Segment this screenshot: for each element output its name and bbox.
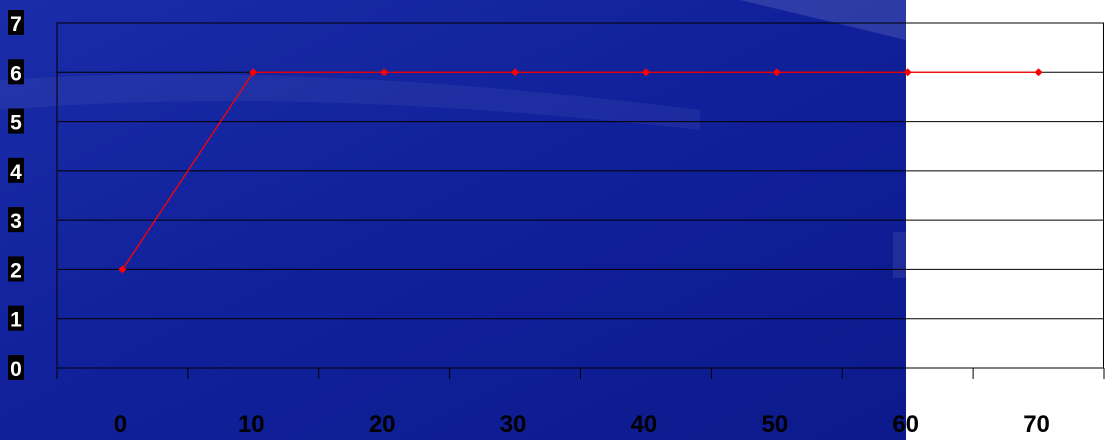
data-series: [118, 68, 1043, 274]
data-point-60: [903, 68, 912, 77]
data-point-30: [511, 68, 520, 77]
y-tick-label-6: 6: [8, 59, 24, 85]
axes: [56, 23, 1105, 379]
svg-text:5: 5: [10, 112, 22, 135]
svg-text:2: 2: [10, 259, 22, 282]
svg-text:1: 1: [10, 309, 22, 332]
x-tick-label-10: 10: [238, 411, 265, 438]
svg-text:0: 0: [10, 358, 22, 381]
y-tick-label-2: 2: [8, 256, 24, 282]
background-sheen: [0, 0, 906, 278]
data-point-70: [1034, 68, 1043, 77]
svg-text:7: 7: [10, 13, 22, 36]
y-tick-label-4: 4: [8, 157, 24, 184]
x-tick-label-40: 40: [631, 411, 658, 438]
data-point-10: [249, 68, 258, 77]
y-tick-label-5: 5: [8, 108, 24, 135]
gridlines: [57, 22, 1104, 369]
y-tick-label-0: 0: [8, 355, 24, 381]
x-tick-label-70: 70: [1023, 411, 1050, 438]
svg-text:4: 4: [10, 161, 22, 184]
series-line-0: [121, 71, 1039, 270]
y-axis-tick-labels: 0 1 2 3 4 5 6 7: [8, 10, 24, 381]
data-point-50: [772, 68, 781, 77]
y-tick-label-7: 7: [8, 10, 24, 36]
data-point-20: [380, 68, 389, 77]
y-tick-label-3: 3: [8, 207, 24, 233]
y-tick-label-1: 1: [8, 305, 24, 332]
data-point-40: [641, 68, 650, 77]
plot-area-right: [906, 23, 1104, 368]
x-axis-tick-labels: 0 10 20 30 40 50 60 70: [114, 411, 1050, 438]
x-tick-label-30: 30: [500, 411, 527, 438]
x-tick-label-50: 50: [761, 411, 788, 438]
data-point-0: [118, 265, 127, 274]
x-tick-label-60: 60: [892, 411, 919, 438]
x-tick-label-20: 20: [369, 411, 396, 438]
svg-text:6: 6: [10, 62, 22, 85]
x-tick-label-0: 0: [114, 411, 127, 438]
svg-text:3: 3: [10, 210, 22, 233]
